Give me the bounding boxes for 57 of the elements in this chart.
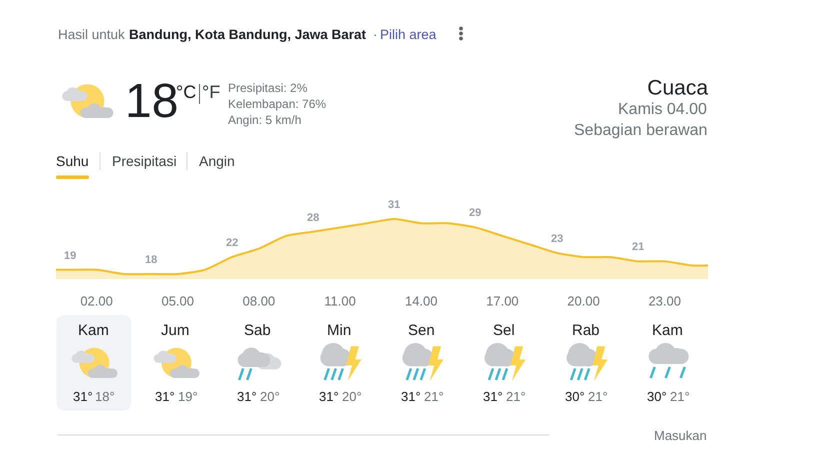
text: Masukan [654, 428, 707, 443]
text: Presipitasi: 2% [228, 81, 308, 95]
chart-title: Cuaca [647, 76, 708, 100]
data-label: 31 [388, 199, 400, 211]
text: Presipitasi [112, 153, 177, 169]
data-label: 22 [226, 237, 238, 249]
data-label: 21 [632, 241, 644, 253]
text: 18 [125, 75, 178, 128]
x-tick-label: 02.00 [80, 294, 113, 309]
x-tick-label: 23.00 [648, 294, 681, 309]
text: Sebagian berawan [574, 122, 708, 139]
text: 19° [178, 389, 198, 404]
x-tick-label: 05.00 [161, 294, 194, 309]
text: 31° [483, 389, 503, 404]
x-tick-label: 11.00 [324, 294, 356, 309]
text: 21° [670, 389, 690, 404]
text: 31° [401, 389, 421, 404]
text: 18° [95, 389, 115, 404]
text: 30° [647, 389, 667, 404]
annotation: Sab [244, 322, 271, 339]
text: 21° [506, 389, 526, 404]
annotation: Jum [161, 322, 190, 339]
text: 20° [342, 389, 362, 404]
annotation: Kam [652, 322, 683, 339]
x-tick-label: 17.00 [486, 294, 519, 309]
x-tick-label: 20.00 [567, 294, 600, 309]
annotation: Sel [493, 322, 515, 339]
text: °F [202, 82, 220, 102]
text: · [373, 27, 378, 42]
annotation: Min [327, 322, 352, 339]
annotation: Kam [78, 322, 109, 339]
text: Kelembapan: 76% [228, 97, 326, 111]
text: 31° [237, 389, 257, 404]
data-label: 19 [64, 250, 76, 262]
annotation: Rab [572, 322, 600, 339]
data-label: 29 [469, 207, 482, 219]
text: 21° [424, 389, 444, 404]
text: 31° [155, 389, 175, 404]
text: °C [176, 82, 196, 102]
annotation: Sen [408, 322, 435, 339]
data-label: 28 [307, 212, 320, 224]
text: 31° [319, 389, 339, 404]
text: 31° [73, 389, 93, 404]
text: Bandung, Kota Bandung, Jawa Barat [129, 27, 367, 42]
text: Angin: 5 km/h [228, 113, 302, 127]
text: Suhu [56, 153, 89, 169]
data-label: 23 [551, 233, 564, 245]
x-tick-label: 08.00 [242, 294, 276, 309]
text: Angin [199, 153, 235, 169]
text: Kamis 04.00 [618, 101, 708, 118]
text: 30° [565, 389, 585, 404]
text: Hasil untuk [58, 27, 126, 42]
text: 20° [260, 389, 280, 404]
text: 21° [588, 389, 608, 404]
text: Pilih area [380, 27, 437, 42]
x-tick-label: 14.00 [404, 294, 438, 309]
data-label: 18 [145, 254, 158, 266]
